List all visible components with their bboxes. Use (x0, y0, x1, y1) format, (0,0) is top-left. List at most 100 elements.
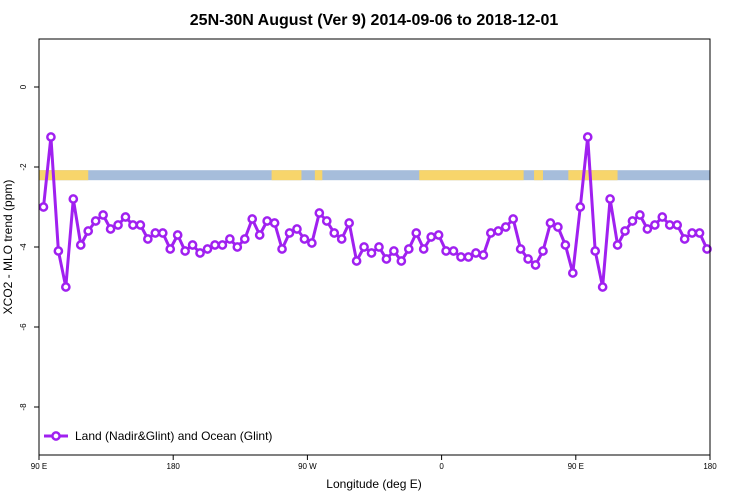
data-point (262, 216, 272, 226)
data-point (612, 240, 623, 250)
data-point (702, 244, 712, 254)
data-point (187, 240, 198, 250)
data-point (396, 256, 407, 266)
data-point (672, 220, 683, 230)
x-tick-label: 90 E (568, 462, 584, 471)
data-point (314, 208, 325, 218)
data-point (389, 246, 399, 256)
data-point (120, 212, 131, 222)
data-point (679, 234, 690, 244)
data-point (105, 224, 116, 234)
data-point (374, 242, 384, 252)
data-point (180, 246, 190, 256)
data-point (344, 218, 355, 228)
data-point (68, 194, 79, 204)
data-point (493, 226, 504, 236)
land-segment-3 (419, 170, 524, 181)
data-point (441, 246, 451, 256)
data-point (538, 246, 548, 256)
data-point (277, 244, 287, 254)
x-tick-label: 180 (703, 462, 717, 471)
data-point (530, 260, 541, 270)
data-point (515, 244, 526, 254)
series-layer (38, 132, 712, 292)
data-point (217, 240, 228, 250)
data-point (165, 244, 176, 254)
data-point (508, 214, 519, 224)
land-segment-4 (534, 170, 543, 181)
data-point (366, 248, 377, 258)
data-point (292, 224, 302, 234)
data-point (403, 244, 414, 254)
data-point (90, 216, 101, 226)
data-point (75, 240, 86, 250)
y-tick-label: -6 (19, 323, 28, 331)
data-point (83, 226, 94, 236)
data-point (150, 228, 161, 238)
y-tick-label: -4 (19, 243, 28, 251)
ocean-band (39, 170, 710, 181)
data-point (98, 210, 108, 220)
x-tick-label: 0 (439, 462, 444, 471)
data-point (456, 252, 466, 262)
data-point (247, 214, 258, 224)
data-point (38, 202, 49, 212)
data-point (426, 232, 437, 242)
legend-label: Land (Nadir&Glint) and Ocean (Glint) (75, 429, 272, 443)
data-point (299, 234, 310, 244)
data-point (321, 216, 332, 226)
data-point (210, 240, 220, 250)
data-point (329, 228, 340, 238)
data-point (500, 222, 511, 232)
land-segment-0 (39, 170, 89, 181)
data-point (545, 218, 556, 228)
y-tick-label: -2 (19, 163, 28, 171)
data-point (195, 248, 205, 258)
land-segment-5 (568, 170, 618, 181)
data-point (642, 224, 653, 234)
series-line (42, 135, 709, 289)
data-point (605, 194, 615, 204)
data-point (60, 282, 71, 292)
data-point (113, 220, 123, 230)
data-point (567, 268, 578, 278)
data-point (664, 220, 675, 230)
data-point (649, 220, 660, 230)
x-tick-label: 90 E (31, 462, 47, 471)
data-point (471, 248, 481, 258)
data-point (411, 228, 422, 238)
data-point (46, 132, 56, 142)
data-point (433, 230, 444, 240)
land-segment-1 (271, 170, 302, 181)
data-point (694, 228, 705, 238)
data-point (575, 202, 586, 212)
data-point (351, 256, 362, 266)
legend: Land (Nadir&Glint) and Ocean (Glint) (44, 429, 272, 443)
data-point (128, 220, 138, 230)
x-axis-label: Longitude (deg E) (326, 477, 421, 491)
y-axis-label: XCO2 - MLO trend (ppm) (1, 180, 15, 315)
data-point (478, 250, 489, 260)
x-tick-label: 90 W (298, 462, 317, 471)
data-point (560, 240, 571, 250)
land-ocean-band (39, 170, 710, 181)
data-point (359, 242, 369, 252)
data-point (553, 222, 563, 232)
y-tick-label: 0 (19, 84, 28, 89)
x-axis: 90 E 180 90 W 0 90 E 180 (31, 455, 717, 471)
land-segment-2 (314, 170, 323, 181)
data-point (590, 246, 601, 256)
data-point (254, 230, 265, 240)
data-point (172, 230, 183, 240)
data-point (239, 234, 250, 244)
data-point (269, 218, 280, 228)
data-point (463, 252, 474, 262)
data-point (448, 246, 459, 256)
y-axis: 0 -2 -4 -6 -8 (19, 84, 39, 411)
data-point (232, 242, 243, 252)
data-point (381, 254, 392, 264)
data-point (225, 234, 235, 244)
data-point (687, 228, 697, 238)
data-point (627, 216, 638, 226)
